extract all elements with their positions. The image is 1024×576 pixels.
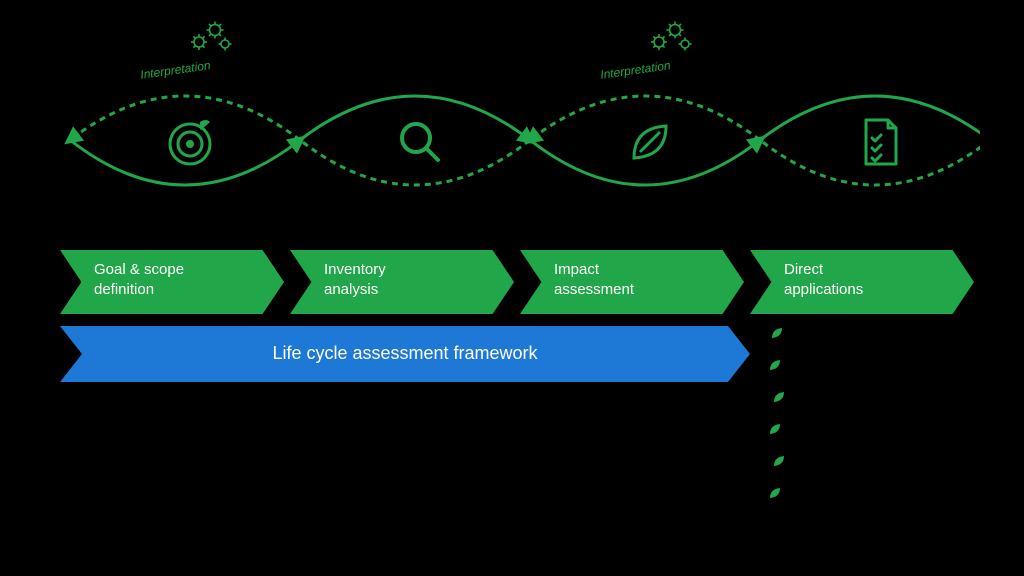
stage-label-line: analysis (324, 281, 378, 298)
stage-label-line: definition (94, 281, 154, 298)
stage-label: Goal & scope definition (94, 260, 184, 299)
stage-label: Inventory analysis (324, 260, 386, 299)
stage-chevron: Impact assessment (520, 250, 744, 314)
small-leaf-icon (768, 422, 782, 436)
small-leaf-icon (770, 326, 784, 340)
stage-chevron-row: Goal & scope definition Inventory analys… (60, 250, 980, 314)
stage-chevron: Inventory analysis (290, 250, 514, 314)
magnifier-icon (390, 112, 450, 172)
document-icon (850, 112, 910, 172)
small-leaf-icon (768, 358, 782, 372)
stage-label-line: Inventory (324, 261, 386, 278)
leaf-icon (620, 112, 680, 172)
stage-label-line: Goal & scope (94, 261, 184, 278)
small-leaf-icon (768, 486, 782, 500)
gears-icon (187, 20, 235, 52)
stage-label: Direct applications (784, 260, 863, 299)
small-leaf-icon (772, 390, 786, 404)
stage-label-line: Direct (784, 261, 823, 278)
stage-label-line: assessment (554, 281, 634, 298)
stage-chevron: Goal & scope definition (60, 250, 284, 314)
small-leaf-icon (772, 454, 786, 468)
framework-label: Life cycle assessment framework (60, 343, 750, 364)
stage-label-line: Impact (554, 261, 599, 278)
stage-label-line: applications (784, 281, 863, 298)
framework-chevron: Life cycle assessment framework (60, 326, 750, 382)
interpretation-wave-diagram: Interpretation Interpretation (60, 20, 980, 220)
target-icon (160, 112, 220, 172)
stage-label: Impact assessment (554, 260, 634, 299)
stage-chevron: Direct applications (750, 250, 974, 314)
leaf-trail (770, 326, 790, 526)
gears-icon (647, 20, 695, 52)
